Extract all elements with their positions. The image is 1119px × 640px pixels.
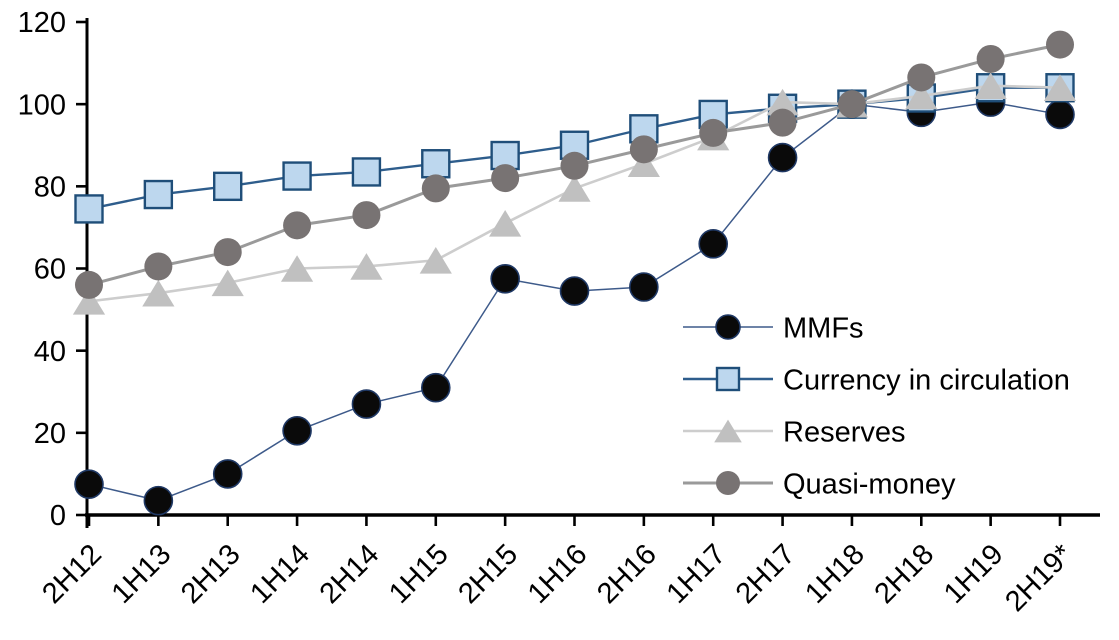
legend-item-mmfs: MMFs bbox=[683, 312, 864, 344]
series-marker-mmfs bbox=[282, 415, 312, 446]
series-marker-reserves bbox=[350, 253, 383, 280]
x-axis-label: 2H17 bbox=[730, 538, 802, 610]
series-marker-quasi-money bbox=[837, 90, 866, 119]
series-marker-quasi-money bbox=[1046, 30, 1074, 59]
legend-item-quasi-money: Quasi-money bbox=[683, 468, 956, 500]
series-marker-quasi-money bbox=[352, 201, 381, 230]
y-axis-label: 0 bbox=[50, 500, 66, 532]
series-marker-reserves bbox=[72, 288, 106, 315]
y-axis-label: 80 bbox=[34, 171, 66, 203]
series-marker-quasi-money bbox=[768, 108, 797, 137]
series-marker-reserves bbox=[905, 82, 938, 110]
series-marker-mmfs bbox=[212, 459, 243, 489]
series-marker-currency-in-circulation bbox=[74, 194, 104, 224]
x-axis-label: 1H14 bbox=[244, 538, 316, 610]
x-axis-label: 2H18 bbox=[869, 538, 941, 610]
series-marker-mmfs bbox=[74, 469, 104, 499]
series-marker-quasi-money bbox=[144, 252, 173, 281]
x-axis-label: 2H14 bbox=[314, 538, 386, 610]
y-axis-label: 100 bbox=[18, 89, 66, 121]
series-marker-mmfs bbox=[629, 272, 659, 302]
x-axis-label: 2H12 bbox=[36, 538, 108, 610]
series-marker-quasi-money bbox=[560, 151, 589, 180]
series-marker-reserves bbox=[489, 210, 522, 237]
series-marker-currency-in-circulation bbox=[143, 179, 174, 210]
series-marker-quasi-money bbox=[976, 44, 1005, 73]
legend-label-currency-in-circulation: Currency in circulation bbox=[783, 364, 1070, 396]
x-axis-label: 1H13 bbox=[106, 538, 178, 610]
series-marker-reserves bbox=[419, 246, 452, 274]
series-marker-quasi-money bbox=[75, 270, 103, 299]
series-marker-mmfs bbox=[490, 263, 520, 294]
series-marker-quasi-money bbox=[213, 238, 242, 267]
series-marker-mmfs bbox=[351, 389, 382, 419]
series-marker-reserves bbox=[974, 72, 1007, 99]
x-axis-label: 1H19 bbox=[938, 538, 1010, 610]
series-marker-quasi-money bbox=[283, 211, 312, 240]
series-marker-quasi-money bbox=[907, 63, 936, 92]
series-marker-reserves bbox=[142, 279, 175, 307]
x-axis-label: 2H16 bbox=[591, 538, 663, 610]
series-marker-mmfs bbox=[698, 229, 729, 259]
x-axis-label: 2H19* bbox=[999, 538, 1079, 618]
series-marker-quasi-money bbox=[699, 118, 728, 147]
x-axis-label: 1H17 bbox=[661, 538, 733, 610]
series-marker-reserves bbox=[211, 269, 244, 297]
y-axis-label: 20 bbox=[34, 418, 66, 450]
series-marker-currency-in-circulation bbox=[421, 149, 451, 179]
series-marker-currency-in-circulation bbox=[282, 161, 312, 191]
x-axis-label: 1H16 bbox=[522, 538, 594, 610]
series-marker-mmfs bbox=[143, 485, 174, 516]
legend-label-reserves: Reserves bbox=[783, 416, 906, 448]
legend-label-quasi-money: Quasi-money bbox=[783, 468, 956, 500]
series-marker-reserves bbox=[766, 88, 799, 116]
x-axis-label: 1H15 bbox=[383, 538, 455, 610]
legend-label-mmfs: MMFs bbox=[783, 312, 864, 344]
series-marker-quasi-money bbox=[421, 174, 450, 203]
series-marker-mmfs bbox=[559, 276, 590, 306]
x-axis-label: 1H18 bbox=[799, 538, 871, 610]
series-marker-mmfs bbox=[767, 142, 798, 173]
series-marker-reserves bbox=[280, 255, 314, 282]
y-axis-label: 120 bbox=[18, 7, 66, 39]
series-marker-reserves bbox=[627, 150, 660, 178]
series-marker-mmfs bbox=[1045, 99, 1075, 130]
series-marker-mmfs bbox=[420, 372, 451, 403]
legend-marker-mmfs bbox=[715, 314, 741, 340]
x-axis-label: 2H15 bbox=[452, 538, 524, 610]
x-axis-label: 2H13 bbox=[175, 538, 247, 610]
series-marker-currency-in-circulation bbox=[351, 157, 382, 187]
legend-item-currency-in-circulation: Currency in circulation bbox=[683, 364, 1070, 396]
y-axis-label: 40 bbox=[34, 336, 66, 368]
y-axis-label: 60 bbox=[34, 254, 66, 286]
series-marker-quasi-money bbox=[491, 164, 520, 193]
series-marker-reserves bbox=[558, 175, 591, 202]
legend-marker-currency-in-circulation bbox=[715, 366, 741, 392]
series-marker-currency-in-circulation bbox=[213, 171, 243, 202]
legend-marker-reserves bbox=[714, 419, 742, 443]
series-marker-reserves bbox=[1043, 74, 1077, 102]
legend-marker-quasi-money bbox=[716, 471, 740, 495]
series-marker-quasi-money bbox=[629, 135, 658, 164]
legend-item-reserves: Reserves bbox=[683, 416, 906, 448]
